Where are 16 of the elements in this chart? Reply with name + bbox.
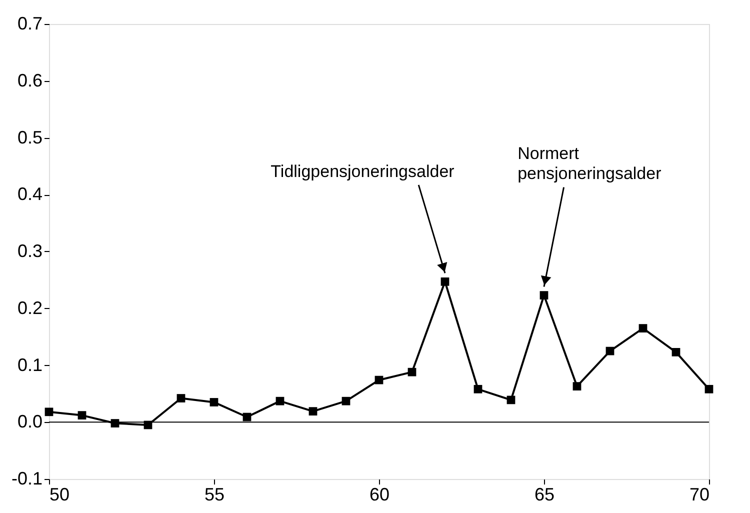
x-tick-label: 50	[50, 484, 70, 504]
y-tick-label: -0.1	[11, 468, 42, 488]
y-tick-label: 0.0	[17, 412, 42, 432]
annotation: Tidligpensjoneringsalder	[270, 162, 455, 181]
y-tick-label: 0.6	[17, 70, 42, 90]
x-tick-label: 65	[534, 484, 555, 504]
y-tick-label: 0.3	[17, 241, 42, 261]
y-tick-label: 0.4	[17, 184, 42, 204]
y-tick-label: 0.2	[17, 298, 42, 318]
y-tick-label: 0.5	[17, 127, 42, 148]
x-tick-label: 70	[689, 484, 710, 504]
y-tick-label: 0.1	[17, 354, 42, 375]
y-tick-label: 0.7	[17, 14, 42, 34]
x-tick-label: 60	[369, 484, 390, 504]
x-tick-label: 55	[204, 484, 225, 504]
annotation: Normert pensjoneringsalder	[518, 144, 662, 184]
